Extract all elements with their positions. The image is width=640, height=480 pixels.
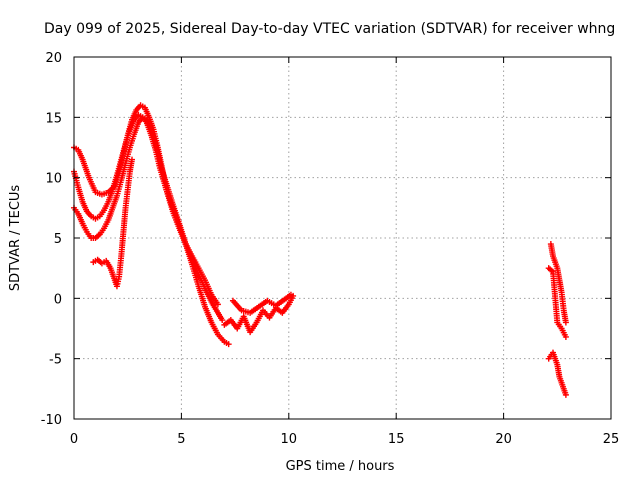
- series-track-tail: [221, 291, 297, 336]
- y-tick-label: 10: [45, 172, 62, 187]
- chart-title: Day 099 of 2025, Sidereal Day-to-day VTE…: [44, 21, 615, 37]
- data-point: [287, 291, 294, 298]
- x-tick-label: 0: [70, 432, 78, 447]
- series-track-middle: [71, 111, 226, 324]
- x-tick-label: 15: [388, 432, 405, 447]
- grid: [74, 57, 611, 419]
- series-late-middle: [545, 265, 569, 340]
- axis-ticks: 0 5 10 15 20 25 -10 -5 0 5 10 15 20: [41, 51, 620, 447]
- x-tick-label: 5: [177, 432, 185, 447]
- plot-frame: [73, 56, 612, 420]
- y-tick-label: 20: [45, 51, 62, 66]
- y-axis-label: SDTVAR / TECUs: [8, 185, 23, 292]
- data-point: [225, 341, 232, 348]
- y-tick-label: 5: [54, 232, 62, 247]
- series-late-upper: [547, 241, 569, 326]
- series-track-rise: [90, 156, 135, 290]
- data-point: [562, 391, 569, 398]
- data-point: [219, 317, 226, 324]
- x-axis-label: GPS time / hours: [286, 459, 395, 474]
- x-tick-label: 25: [603, 432, 620, 447]
- x-tick-label: 20: [495, 432, 512, 447]
- series-track-lower: [71, 114, 232, 348]
- data-marks: [71, 102, 569, 398]
- data-point: [128, 156, 135, 163]
- y-tick-label: 15: [45, 111, 62, 126]
- y-tick-label: -5: [49, 353, 62, 368]
- x-tick-label: 10: [281, 432, 298, 447]
- y-tick-label: -10: [41, 413, 62, 428]
- series-late-lower: [545, 349, 569, 398]
- y-tick-label: 0: [54, 292, 62, 307]
- data-point: [562, 333, 569, 340]
- data-point: [562, 319, 569, 326]
- data-point: [214, 301, 221, 308]
